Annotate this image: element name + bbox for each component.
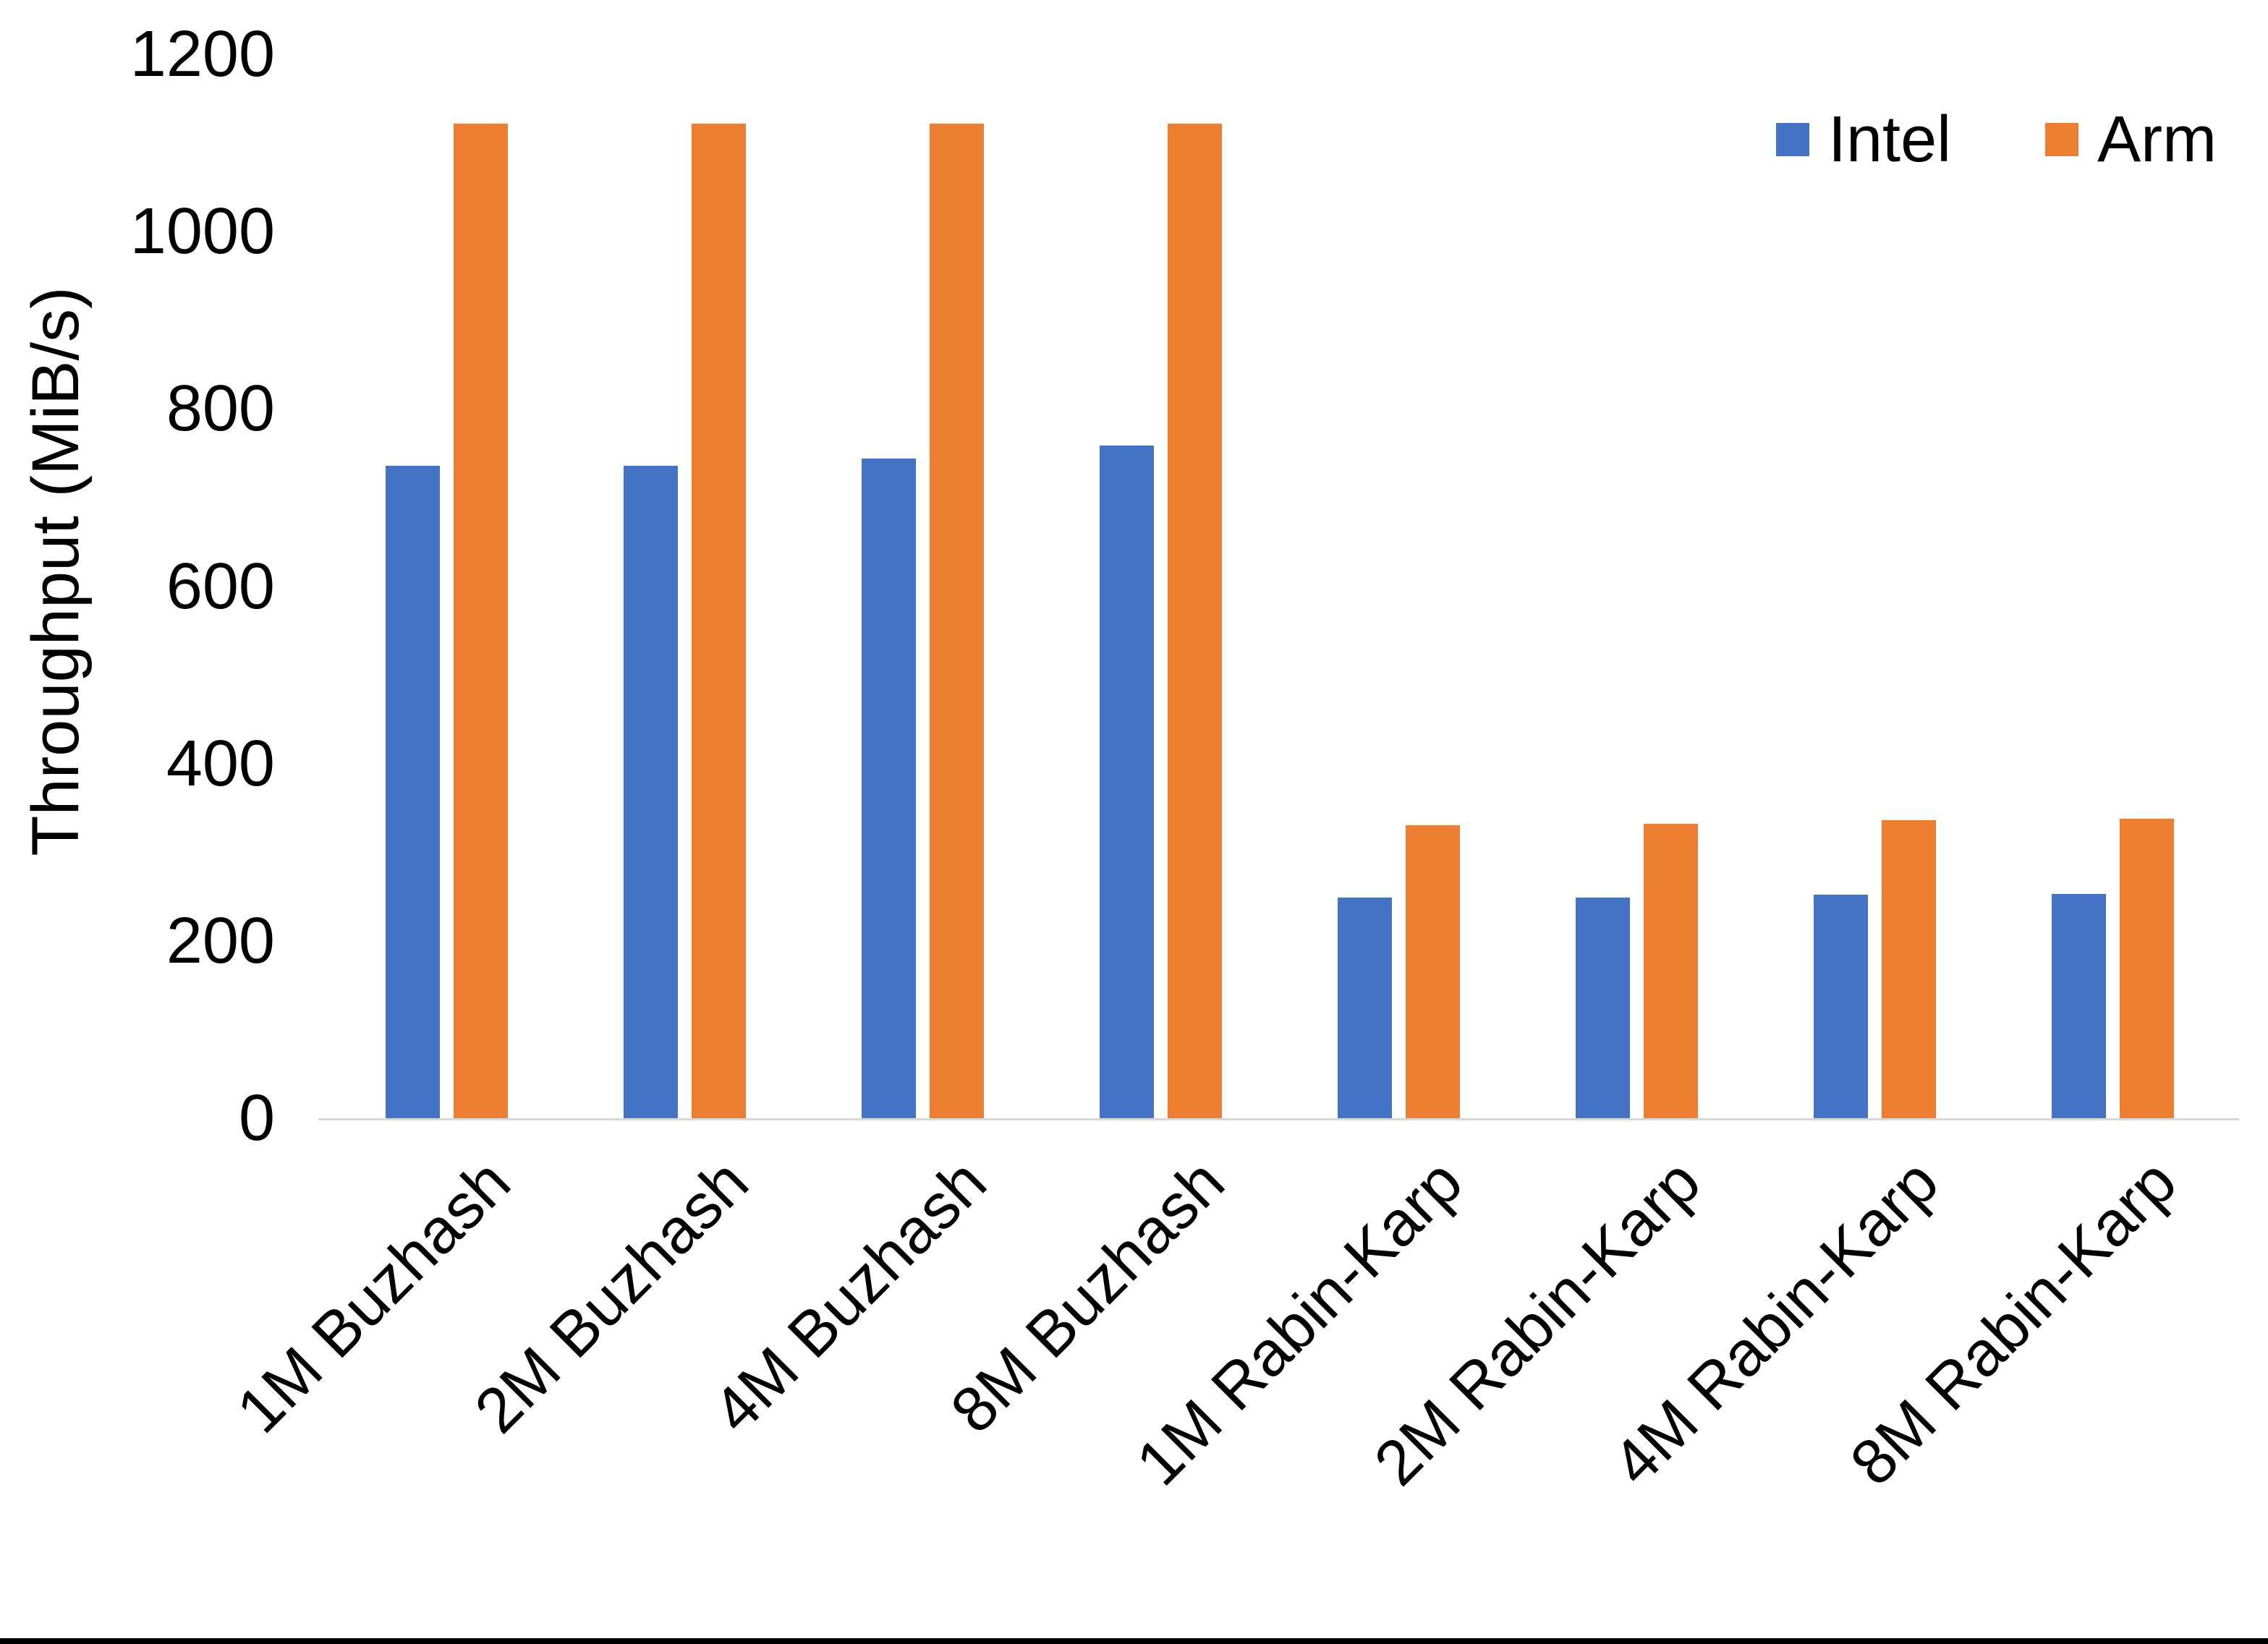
legend-swatch-arm — [2045, 123, 2079, 156]
y-tick-label-800: 800 — [166, 372, 275, 446]
bar-arm-8m-rabin-karp — [2120, 818, 2174, 1118]
bar-intel-8m-rabin-karp — [2052, 893, 2106, 1118]
bottom-border — [0, 1638, 2268, 1644]
bar-arm-2m-buzhash — [692, 123, 746, 1118]
y-tick-label-1000: 1000 — [129, 195, 275, 268]
legend-item-arm: Arm — [2045, 107, 2217, 172]
bar-arm-1m-buzhash — [454, 123, 508, 1118]
bar-intel-8m-buzhash — [1100, 445, 1154, 1118]
legend-label-arm: Arm — [2097, 103, 2217, 176]
y-tick-label-600: 600 — [166, 550, 275, 623]
y-tick-label-200: 200 — [166, 904, 275, 977]
bar-intel-4m-buzhash — [862, 458, 916, 1118]
bar-intel-1m-buzhash — [386, 465, 440, 1118]
x-axis-line — [318, 1118, 2239, 1120]
bar-arm-4m-buzhash — [930, 123, 984, 1118]
bar-intel-2m-buzhash — [624, 465, 678, 1118]
legend-label-intel: Intel — [1828, 103, 1952, 176]
bar-arm-1m-rabin-karp — [1406, 825, 1460, 1118]
bar-intel-4m-rabin-karp — [1814, 895, 1868, 1118]
y-tick-label-400: 400 — [166, 727, 275, 800]
legend-item-intel: Intel — [1776, 107, 1951, 172]
bar-arm-4m-rabin-karp — [1882, 820, 1936, 1118]
legend: Intel Arm — [1776, 107, 2217, 172]
bar-intel-2m-rabin-karp — [1576, 897, 1630, 1118]
plot-area — [328, 54, 2232, 1118]
y-tick-label-1200: 1200 — [129, 18, 275, 90]
bar-arm-8m-buzhash — [1168, 123, 1222, 1118]
y-tick-label-0: 0 — [238, 1082, 275, 1154]
bar-arm-2m-rabin-karp — [1644, 824, 1698, 1118]
bar-intel-1m-rabin-karp — [1338, 897, 1392, 1118]
legend-swatch-intel — [1776, 123, 1809, 156]
